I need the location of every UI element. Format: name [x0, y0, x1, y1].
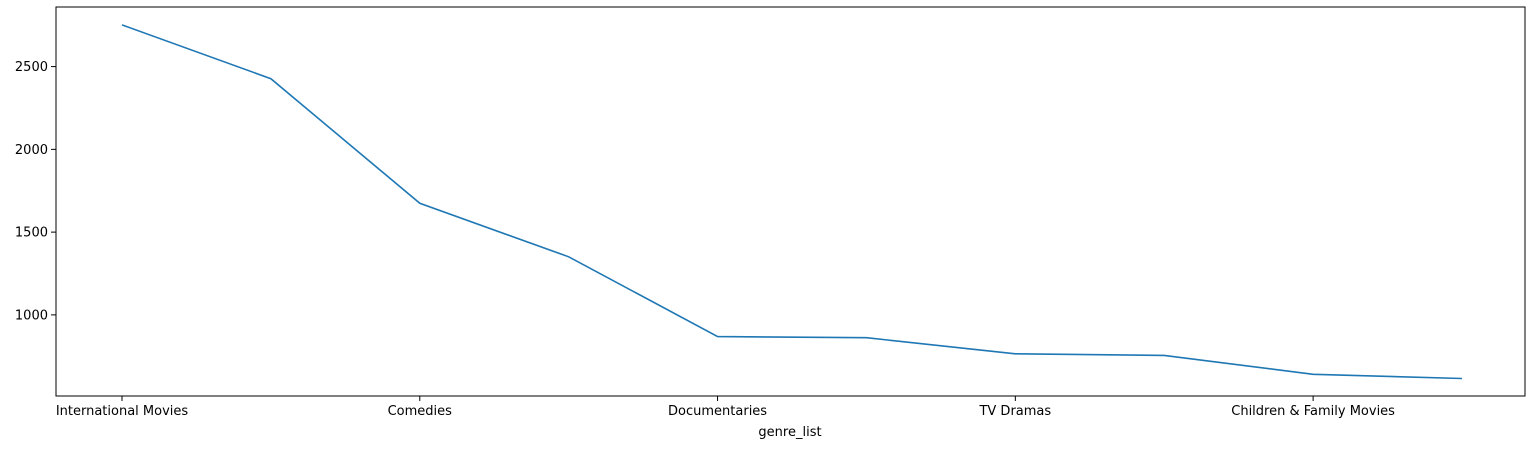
- x-tick-label: Children & Family Movies: [1231, 404, 1395, 419]
- data-point: [716, 335, 720, 339]
- series-line: [121, 24, 1463, 380]
- data-point: [864, 336, 868, 340]
- data-point: [269, 77, 273, 81]
- data-point: [567, 255, 571, 259]
- x-tick-label: TV Dramas: [978, 404, 1051, 419]
- x-axis: International Movies Comedies Documentarie…: [56, 396, 1395, 419]
- y-tick-label: 2000: [15, 143, 48, 158]
- x-axis-label: genre_list: [758, 425, 821, 440]
- data-point: [1311, 372, 1315, 376]
- x-tick-label: Documentaries: [668, 404, 767, 419]
- x-tick-label: International Movies: [56, 404, 189, 419]
- data-point: [120, 23, 124, 27]
- data-point: [1013, 352, 1017, 356]
- y-axis: 1000 1500 2000 2500: [15, 60, 56, 323]
- y-tick-label: 1000: [15, 308, 48, 323]
- data-point: [1162, 353, 1166, 357]
- data-point: [418, 201, 422, 205]
- y-tick-label: 1500: [15, 226, 48, 241]
- plot-area: [55, 6, 1526, 397]
- x-tick-label: Comedies: [388, 404, 453, 419]
- data-point: [1460, 376, 1464, 380]
- y-tick-label: 2500: [15, 60, 48, 75]
